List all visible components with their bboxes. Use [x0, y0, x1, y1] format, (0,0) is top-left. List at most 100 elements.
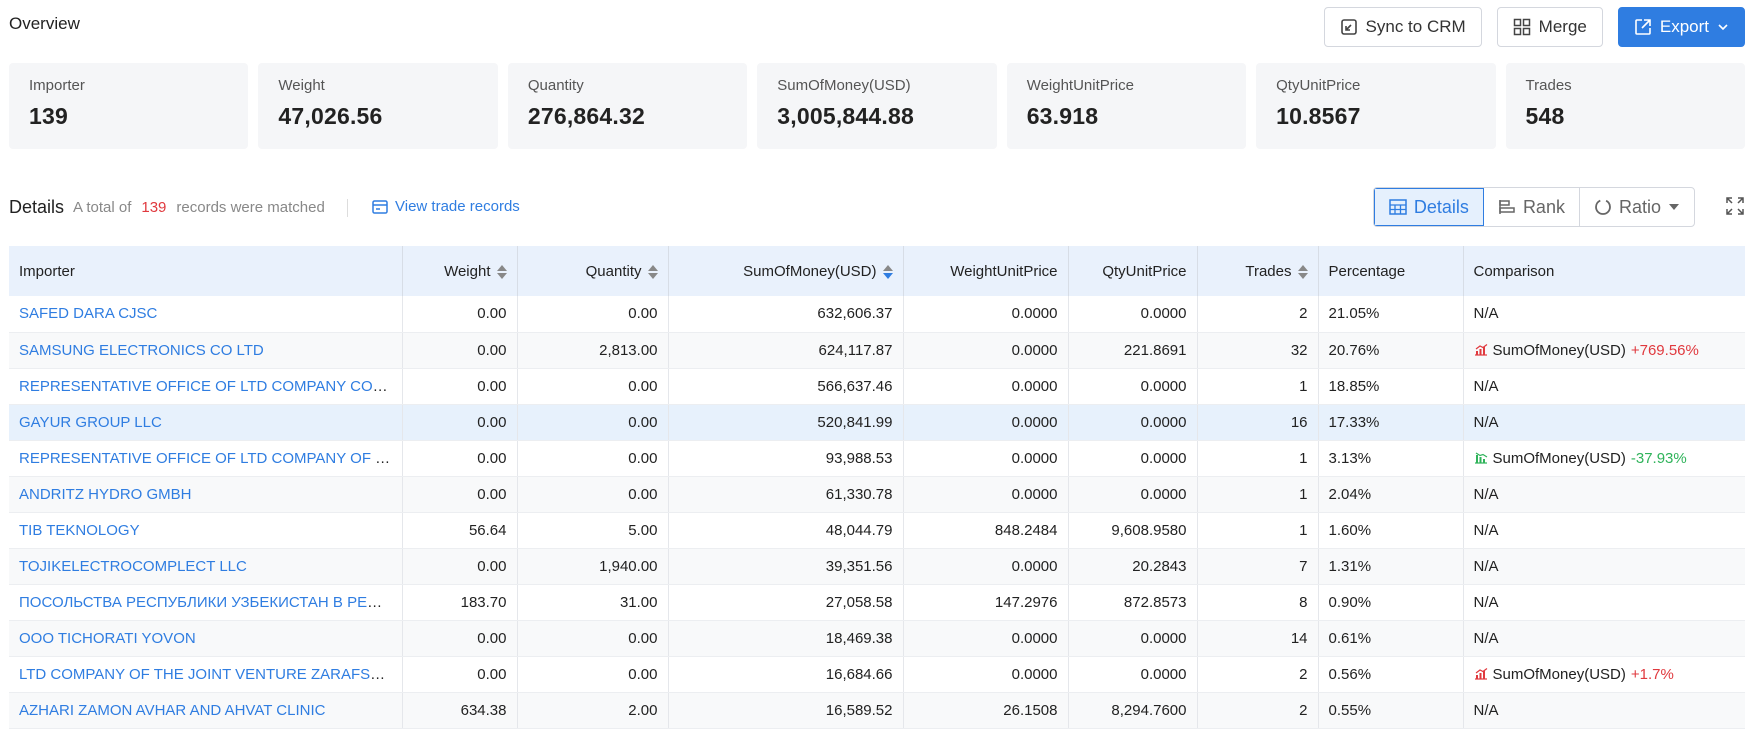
sort-icon[interactable] — [1297, 264, 1308, 279]
importer-link[interactable]: TOJIKELECTROCOMPLECT LLC — [19, 557, 247, 575]
cell-weight-unit-price: 0.0000 — [903, 404, 1069, 441]
cell-quantity: 0.00 — [517, 404, 669, 441]
cell-qty-unit-price: 0.0000 — [1068, 656, 1198, 693]
header-quantity[interactable]: Quantity — [517, 246, 669, 296]
cell-percentage: 0.61% — [1318, 620, 1464, 657]
table-row[interactable]: TIB TEKNOLOGY 56.64 5.00 48,044.79 848.2484 9… — [9, 512, 1745, 549]
export-icon — [1635, 19, 1651, 35]
trend-up-icon — [1474, 344, 1487, 356]
view-toggle: Details Rank Ratio — [1372, 187, 1695, 227]
stat-sum: SumOfMoney(USD) 3,005,844.88 — [757, 63, 997, 149]
sort-icon[interactable] — [882, 264, 893, 279]
stat-value: 3,005,844.88 — [777, 103, 914, 129]
header-percentage: Percentage — [1318, 246, 1464, 296]
fullscreen-icon[interactable] — [1725, 196, 1745, 216]
cell-comparison: N/A — [1463, 584, 1745, 621]
sync-to-crm-button[interactable]: Sync to CRM — [1323, 7, 1482, 47]
overview-title: Overview — [9, 14, 80, 33]
cell-sum: 16,684.66 — [668, 656, 904, 693]
importer-link[interactable]: SAFED DARA CJSC — [19, 305, 158, 323]
importer-link[interactable]: SAMSUNG ELECTRONICS CO LTD — [19, 341, 264, 359]
view-link-label: View trade records — [395, 198, 520, 215]
cell-weight-unit-price: 0.0000 — [903, 656, 1069, 693]
top-bar: Overview Sync to CRM Merge Export — [9, 0, 1745, 54]
importer-link[interactable]: LTD COMPANY OF THE JOINT VENTURE ZARAFSH… — [19, 665, 402, 683]
divider — [347, 199, 348, 217]
cell-comparison: N/A — [1463, 692, 1745, 729]
cell-quantity: 0.00 — [517, 296, 669, 333]
comparison-value: N/A — [1473, 701, 1499, 719]
stat-label: Quantity — [527, 77, 584, 94]
view-trade-records-link[interactable]: View trade records — [372, 198, 520, 215]
importer-link[interactable]: REPRESENTATIVE OFFICE OF LTD COMPANY COR… — [19, 377, 402, 395]
cell-weight: 0.00 — [402, 656, 518, 693]
cell-weight: 183.70 — [402, 584, 518, 621]
merge-button[interactable]: Merge — [1496, 7, 1603, 47]
stat-weight-unit-price: WeightUnitPrice 63.918 — [1006, 63, 1247, 149]
stat-value: 63.918 — [1026, 103, 1099, 129]
cell-quantity: 0.00 — [517, 440, 669, 477]
cell-qty-unit-price: 0.0000 — [1068, 404, 1198, 441]
cell-comparison: N/A — [1463, 296, 1745, 333]
view-details-button[interactable]: Details — [1373, 188, 1484, 226]
importer-link[interactable]: OOO TICHORATI YOVON — [19, 629, 196, 647]
cell-sum: 27,058.58 — [668, 584, 904, 621]
cell-trades: 1 — [1197, 440, 1319, 477]
comparison-value: N/A — [1473, 593, 1499, 611]
cell-trades: 1 — [1197, 512, 1319, 549]
view-rank-button[interactable]: Rank — [1484, 188, 1580, 226]
cell-comparison: SumOfMoney(USD) -37.93% — [1463, 440, 1745, 477]
table-row[interactable]: REPRESENTATIVE OFFICE OF LTD COMPANY OF … — [9, 440, 1745, 477]
table-row[interactable]: TOJIKELECTROCOMPLECT LLC 0.00 1,940.00 39,3… — [9, 548, 1745, 585]
cell-weight: 56.64 — [402, 512, 518, 549]
importer-link[interactable]: AZHARI ZAMON AVHAR AND AHVAT CLINIC — [19, 701, 326, 719]
cell-percentage: 1.60% — [1318, 512, 1464, 549]
cell-weight: 0.00 — [402, 548, 518, 585]
view-ratio-button[interactable]: Ratio — [1580, 188, 1694, 226]
header-weight[interactable]: Weight — [402, 246, 518, 296]
stat-importer: Importer 139 — [9, 63, 249, 149]
cell-trades: 7 — [1197, 548, 1319, 585]
cell-sum: 566,637.46 — [668, 368, 904, 405]
table-row[interactable]: ПОСОЛЬСТВА РЕСПУБЛИКИ УЗБЕКИСТАН В РЕСПУ… — [9, 584, 1745, 621]
cell-quantity: 1,940.00 — [517, 548, 669, 585]
cell-percentage: 20.76% — [1318, 332, 1464, 369]
header-sum[interactable]: SumOfMoney(USD) — [668, 246, 904, 296]
details-table: Importer Weight Quantity SumOfMoney(USD)… — [9, 246, 1745, 729]
importer-link[interactable]: GAYUR GROUP LLC — [19, 413, 162, 431]
cell-weight-unit-price: 0.0000 — [903, 368, 1069, 405]
cell-sum: 624,117.87 — [668, 332, 904, 369]
table-row[interactable]: AZHARI ZAMON AVHAR AND AHVAT CLINIC 634.3… — [9, 692, 1745, 729]
importer-link[interactable]: ANDRITZ HYDRO GMBH — [19, 485, 192, 503]
table-row[interactable]: SAFED DARA CJSC 0.00 0.00 632,606.37 0.0000 0… — [9, 296, 1745, 333]
header-weight-unit-price: WeightUnitPrice — [903, 246, 1069, 296]
cell-sum: 18,469.38 — [668, 620, 904, 657]
importer-link[interactable]: ПОСОЛЬСТВА РЕСПУБЛИКИ УЗБЕКИСТАН В РЕСПУ… — [19, 593, 401, 611]
table-row[interactable]: ANDRITZ HYDRO GMBH 0.00 0.00 61,330.78 0.000… — [9, 476, 1745, 513]
sort-icon[interactable] — [647, 264, 658, 279]
table-row[interactable]: LTD COMPANY OF THE JOINT VENTURE ZARAFSH… — [9, 656, 1745, 693]
chevron-down-icon — [1718, 24, 1728, 31]
cell-sum: 61,330.78 — [668, 476, 904, 513]
comparison-value: N/A — [1473, 377, 1499, 395]
sort-icon[interactable] — [496, 264, 507, 279]
export-button[interactable]: Export — [1617, 7, 1745, 47]
comparison-metric: SumOfMoney(USD) — [1492, 341, 1626, 359]
comparison-value: N/A — [1473, 485, 1499, 503]
table-row[interactable]: SAMSUNG ELECTRONICS CO LTD 0.00 2,813.00 62… — [9, 332, 1745, 369]
comparison-change: +1.7% — [1630, 665, 1674, 683]
importer-link[interactable]: REPRESENTATIVE OFFICE OF LTD COMPANY OF … — [19, 449, 402, 467]
table-row[interactable]: GAYUR GROUP LLC 0.00 0.00 520,841.99 0.0000 0… — [9, 404, 1745, 441]
comparison-metric: SumOfMoney(USD) — [1492, 449, 1626, 467]
header-qty-unit-price: QtyUnitPrice — [1068, 246, 1198, 296]
header-trades[interactable]: Trades — [1197, 246, 1319, 296]
stat-weight: Weight 47,026.56 — [258, 63, 498, 149]
comparison-value: N/A — [1473, 305, 1499, 323]
stat-value: 10.8567 — [1276, 103, 1361, 129]
cell-weight-unit-price: 0.0000 — [903, 476, 1069, 513]
table-row[interactable]: OOO TICHORATI YOVON 0.00 0.00 18,469.38 0.00… — [9, 620, 1745, 657]
importer-link[interactable]: TIB TEKNOLOGY — [19, 521, 140, 539]
cell-trades: 1 — [1197, 368, 1319, 405]
view-rank-label: Rank — [1522, 196, 1565, 217]
table-row[interactable]: REPRESENTATIVE OFFICE OF LTD COMPANY COR… — [9, 368, 1745, 405]
